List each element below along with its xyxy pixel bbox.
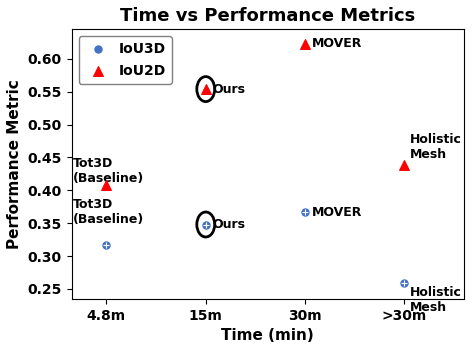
Point <box>401 280 408 286</box>
Y-axis label: Performance Metric: Performance Metric <box>7 79 22 249</box>
Point <box>301 209 309 215</box>
Point <box>301 41 309 47</box>
Point <box>102 242 110 248</box>
Point <box>202 222 210 227</box>
Point <box>102 242 110 248</box>
Text: MOVER: MOVER <box>312 37 362 50</box>
X-axis label: Time (min): Time (min) <box>221 328 314 343</box>
Point <box>202 86 210 92</box>
Point <box>401 280 408 286</box>
Point <box>401 162 408 168</box>
Point <box>102 182 110 188</box>
Text: Ours: Ours <box>213 83 246 96</box>
Text: Tot3D
(Baseline): Tot3D (Baseline) <box>73 198 144 226</box>
Text: Holistic
Mesh: Holistic Mesh <box>410 133 461 161</box>
Legend: IoU3D, IoU2D: IoU3D, IoU2D <box>78 36 172 84</box>
Title: Time vs Performance Metrics: Time vs Performance Metrics <box>120 7 415 25</box>
Text: MOVER: MOVER <box>312 205 362 218</box>
Point <box>202 222 210 227</box>
Text: Ours: Ours <box>213 218 246 231</box>
Point <box>301 209 309 215</box>
Text: Holistic
Mesh: Holistic Mesh <box>410 286 461 314</box>
Text: Tot3D
(Baseline): Tot3D (Baseline) <box>73 157 144 185</box>
